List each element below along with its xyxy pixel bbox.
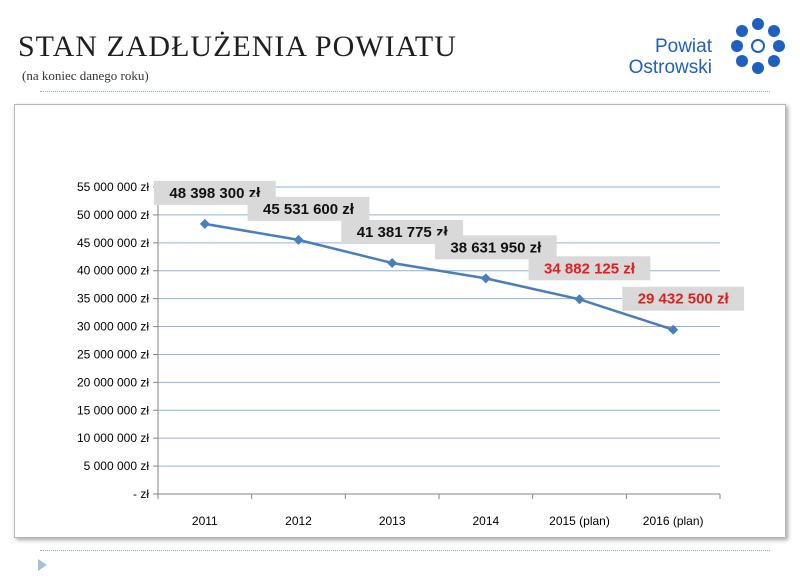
footer-divider xyxy=(40,550,770,551)
x-tick-label: 2011 xyxy=(192,514,218,528)
y-tick-label: 30 000 000 zł xyxy=(77,320,149,334)
page-title: STAN ZADŁUŻENIA POWIATU xyxy=(18,30,457,63)
y-tick-label: 40 000 000 zł xyxy=(77,264,149,278)
data-label-box xyxy=(247,196,370,221)
x-tick-label: 2016 (plan) xyxy=(643,514,704,528)
y-tick-label: 20 000 000 zł xyxy=(77,375,149,389)
logo-line-2: Ostrowski xyxy=(628,57,712,78)
data-label: 34 882 125 zł xyxy=(544,260,636,277)
data-label: 45 531 600 zł xyxy=(263,201,355,218)
data-point xyxy=(293,234,304,245)
logo-line-1: Powiat xyxy=(654,36,712,57)
x-tick-label: 2015 (plan) xyxy=(549,514,610,528)
y-tick-label: 15 000 000 zł xyxy=(77,403,149,417)
data-point xyxy=(480,273,491,284)
y-tick-label: 55 000 000 zł xyxy=(77,180,149,194)
series-line xyxy=(204,222,674,331)
y-tick-label: 35 000 000 zł xyxy=(77,292,149,306)
y-tick-label: - zł xyxy=(133,487,149,501)
y-tick-label: 5 000 000 zł xyxy=(84,459,150,473)
logo-text: Powiat Ostrowski xyxy=(629,36,712,78)
data-label: 29 432 500 zł xyxy=(638,291,730,308)
x-tick-label: 2013 xyxy=(379,514,406,528)
data-label: 48 398 300 zł xyxy=(169,185,261,202)
x-tick-label: 2012 xyxy=(285,514,312,528)
data-point xyxy=(387,258,398,269)
data-point xyxy=(199,218,210,229)
data-point xyxy=(668,324,679,335)
page-subtitle: (na koniec danego roku) xyxy=(22,68,149,83)
next-arrow-icon xyxy=(38,559,47,571)
x-tick-label: 2014 xyxy=(472,514,499,528)
data-label: 38 631 950 zł xyxy=(450,239,542,256)
chart-frame: - zł 5 000 000 zł 10 000 000 zł 15 000 000 … xyxy=(14,104,786,538)
y-tick-label: 50 000 000 zł xyxy=(77,208,149,222)
data-point xyxy=(574,294,585,305)
data-label-box xyxy=(622,286,745,311)
logo-dots-icon xyxy=(731,18,785,74)
data-label-box xyxy=(528,256,651,281)
y-tick-label: 10 000 000 zł xyxy=(77,431,149,445)
data-label: 41 381 775 zł xyxy=(357,224,449,241)
header-divider xyxy=(40,91,770,92)
data-label-box xyxy=(434,235,557,260)
debt-line-chart: - zł 5 000 000 zł 10 000 000 zł 15 000 000 … xyxy=(77,180,745,528)
y-tick-label: 45 000 000 zł xyxy=(77,236,149,250)
y-tick-label: 25 000 000 zł xyxy=(77,347,149,361)
